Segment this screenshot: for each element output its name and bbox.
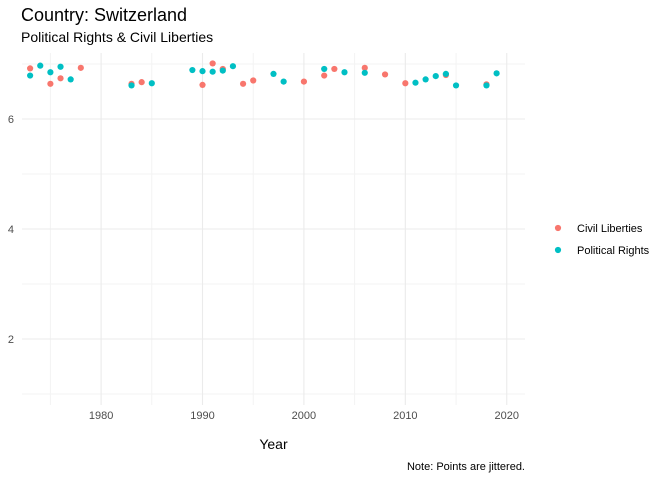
x-tick-label: 2010 xyxy=(393,410,417,422)
point-civil-liberties xyxy=(361,64,368,71)
data-points xyxy=(27,60,500,89)
point-political-rights xyxy=(280,78,287,85)
point-political-rights xyxy=(27,72,34,79)
y-tick-label: 4 xyxy=(8,224,14,236)
point-political-rights xyxy=(432,73,439,80)
point-political-rights xyxy=(219,67,226,74)
point-political-rights xyxy=(229,63,237,70)
point-political-rights xyxy=(452,82,460,89)
x-tick-label: 1980 xyxy=(89,410,113,422)
point-civil-liberties xyxy=(321,72,328,79)
point-political-rights xyxy=(442,70,449,77)
point-political-rights xyxy=(67,76,74,83)
point-civil-liberties xyxy=(209,60,216,67)
y-tick-label: 2 xyxy=(8,334,14,346)
point-civil-liberties xyxy=(250,77,257,84)
point-civil-liberties xyxy=(199,81,206,88)
y-axis-ticks: 2 4 6 xyxy=(8,114,14,346)
chart-subtitle: Political Rights & Civil Liberties xyxy=(21,29,213,45)
point-civil-liberties xyxy=(239,80,247,87)
point-political-rights xyxy=(128,82,135,89)
legend: Civil Liberties Political Rights xyxy=(554,223,650,257)
point-political-rights xyxy=(341,69,348,76)
point-political-rights xyxy=(493,70,500,77)
point-political-rights xyxy=(189,66,196,74)
point-political-rights xyxy=(47,69,54,76)
x-axis-ticks: 1980 1990 2000 2010 2020 xyxy=(89,410,519,422)
point-civil-liberties xyxy=(138,79,145,86)
point-political-rights xyxy=(57,63,64,70)
point-political-rights xyxy=(321,65,328,73)
legend-label: Political Rights xyxy=(577,245,650,257)
chart-caption: Note: Points are jittered. xyxy=(407,461,525,473)
point-political-rights xyxy=(148,80,155,87)
point-political-rights xyxy=(37,62,44,69)
x-axis-label: Year xyxy=(259,436,288,452)
point-political-rights xyxy=(412,79,419,86)
point-civil-liberties xyxy=(57,75,64,82)
point-political-rights xyxy=(422,76,429,83)
x-tick-label: 2000 xyxy=(292,410,316,422)
major-gridlines xyxy=(22,53,525,405)
point-civil-liberties xyxy=(27,65,34,72)
x-tick-label: 1990 xyxy=(190,410,214,422)
y-tick-label: 6 xyxy=(8,114,14,126)
point-political-rights xyxy=(361,69,368,76)
point-civil-liberties xyxy=(331,65,338,73)
point-political-rights xyxy=(199,68,206,75)
point-civil-liberties xyxy=(300,78,308,85)
point-civil-liberties xyxy=(381,71,389,78)
point-political-rights xyxy=(270,70,277,77)
chart-title: Country: Switzerland xyxy=(21,5,187,25)
point-political-rights xyxy=(209,68,216,75)
point-civil-liberties xyxy=(77,64,84,71)
point-civil-liberties xyxy=(47,80,54,87)
x-tick-label: 2020 xyxy=(495,410,519,422)
point-political-rights xyxy=(483,82,490,89)
legend-key xyxy=(554,246,562,254)
legend-label: Civil Liberties xyxy=(577,223,643,235)
legend-key xyxy=(554,224,562,232)
point-civil-liberties xyxy=(402,80,409,87)
